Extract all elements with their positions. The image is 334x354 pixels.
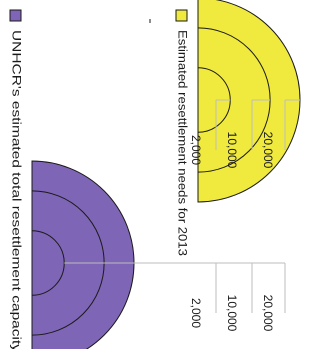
legend-label-0: Estimated resettlement needs for 2013 [176, 30, 188, 256]
value-label-1-0: 20,000 [261, 295, 275, 332]
value-label-0-0: 20,000 [261, 132, 275, 169]
bubble-1-size-2000 [31, 230, 65, 296]
value-label-0-1: 10,000 [225, 132, 239, 169]
bubble-0-size-20000 [197, 0, 301, 203]
legend-swatch-0 [175, 9, 188, 22]
legend-swatch-1 [9, 9, 22, 22]
value-label-0-2: 2,000 [189, 135, 203, 165]
value-label-1-1: 10,000 [225, 295, 239, 332]
bubble-1-size-20000 [31, 160, 135, 354]
legend-label-1: UNHCR's estimated total resettlement cap… [10, 30, 22, 349]
value-label-1-2: 2,000 [189, 298, 203, 328]
